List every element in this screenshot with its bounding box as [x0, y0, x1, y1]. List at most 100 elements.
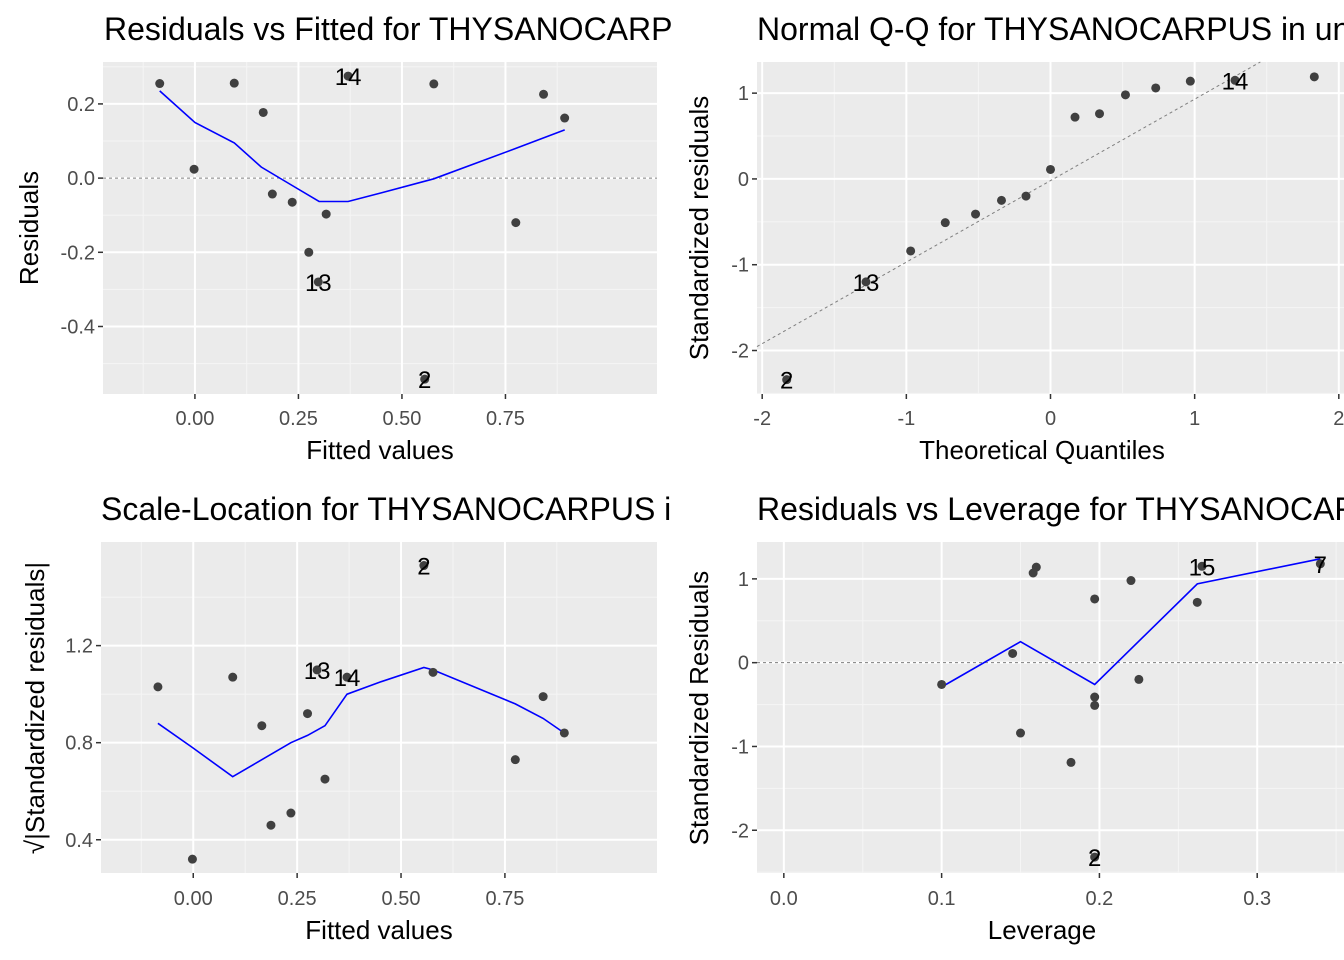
data-point [1309, 72, 1319, 82]
plot-area [757, 542, 1344, 873]
data-point [343, 71, 353, 81]
y-tick-label: -1 [731, 736, 749, 758]
data-point [287, 197, 297, 207]
normal-qq-panel: Normal Q-Q for THYSANOCARPUS in unburned… [684, 11, 1344, 465]
data-point [1066, 757, 1076, 767]
plot-area [103, 62, 657, 394]
y-tick-label: 0.4 [65, 830, 93, 852]
data-point [1070, 112, 1080, 122]
data-point [1021, 191, 1031, 201]
data-point [1134, 674, 1144, 684]
y-axis-title: Residuals [14, 171, 44, 285]
data-point [303, 709, 313, 719]
data-point [861, 277, 871, 287]
y-tick-label: -0.4 [61, 316, 95, 338]
x-axis-title: Fitted values [306, 435, 453, 465]
point-label: 2 [1088, 845, 1101, 872]
data-point [266, 820, 276, 830]
data-point [312, 665, 322, 675]
x-tick-label: 0.00 [175, 408, 214, 430]
data-point [1230, 75, 1240, 85]
data-point [258, 107, 268, 117]
x-tick-label: -1 [897, 408, 915, 430]
data-point [342, 672, 352, 682]
data-point [1016, 728, 1026, 738]
point-label: 2 [780, 368, 793, 395]
chart-title: Residuals vs Fitted for THYSANOCARPUS in… [104, 11, 895, 47]
y-tick-label: 1 [738, 83, 749, 105]
data-point [1046, 164, 1055, 174]
y-axis-title: Standardized Residuals [684, 571, 714, 846]
data-point [782, 375, 792, 385]
y-tick-label: 1.2 [65, 636, 93, 658]
data-point [1315, 559, 1325, 569]
y-tick-label: -2 [731, 341, 749, 363]
x-tick-label: 0.25 [278, 888, 317, 910]
y-tick-label: -0.2 [61, 242, 95, 264]
point-label: 14 [334, 665, 361, 692]
data-point [906, 246, 916, 256]
x-tick-label: 0.0 [770, 888, 798, 910]
point-label: 13 [304, 658, 331, 685]
data-point [539, 89, 549, 99]
loess-smooth-line [941, 558, 1321, 688]
data-point [153, 682, 163, 692]
loess-smooth-line [159, 90, 565, 203]
x-tick-label: 0.50 [382, 888, 421, 910]
data-point [1126, 576, 1136, 586]
residuals-vs-leverage-panel: Residuals vs Leverage for THYSANOCARPUS … [684, 491, 1344, 945]
y-tick-label: -2 [731, 820, 749, 842]
data-point [257, 721, 267, 731]
y-tick-label: 0.2 [67, 94, 95, 116]
x-tick-label: 0.3 [1243, 888, 1271, 910]
x-tick-label: 0 [1045, 408, 1056, 430]
chart-title: Scale-Location for THYSANOCARPUS in unbu… [101, 491, 833, 527]
data-point [267, 189, 277, 199]
data-point [996, 195, 1006, 205]
data-point [1095, 109, 1105, 119]
data-point [1090, 692, 1100, 702]
data-point [510, 755, 520, 765]
data-point [419, 561, 429, 571]
chart-title: Residuals vs Leverage for THYSANOCARPUS … [757, 491, 1344, 527]
data-point [940, 218, 950, 228]
y-tick-label: 0.0 [67, 168, 95, 190]
qq-reference-line [756, 61, 1261, 348]
plot-area [101, 542, 657, 873]
x-tick-label: 0.75 [486, 408, 525, 430]
x-tick-label: 1 [1189, 408, 1200, 430]
data-point [1090, 594, 1100, 604]
x-tick-label: -2 [753, 408, 771, 430]
data-point [511, 218, 521, 228]
y-tick-label: 0 [738, 653, 749, 675]
data-point [155, 79, 165, 89]
plot-area [756, 61, 1344, 394]
data-point [1151, 83, 1161, 93]
data-point [1008, 648, 1018, 658]
x-tick-label: 0.75 [485, 888, 524, 910]
x-tick-label: 0.1 [928, 888, 956, 910]
data-point [1185, 76, 1195, 86]
x-tick-label: 0.00 [174, 888, 213, 910]
data-point [321, 209, 331, 219]
y-tick-label: 1 [738, 569, 749, 591]
data-point [187, 854, 197, 864]
y-tick-label: 0.8 [65, 733, 93, 755]
data-point [1192, 597, 1202, 607]
x-axis-title: Theoretical Quantiles [919, 435, 1165, 465]
x-axis-title: Leverage [988, 915, 1096, 945]
scale-location-panel: Scale-Location for THYSANOCARPUS in unbu… [20, 491, 833, 945]
data-point [420, 374, 430, 384]
point-label: 15 [1189, 554, 1216, 581]
data-point [320, 774, 330, 784]
data-point [428, 667, 438, 677]
data-point [189, 164, 199, 174]
x-tick-label: 0.2 [1086, 888, 1114, 910]
data-point [228, 672, 238, 682]
point-label: 14 [1222, 68, 1249, 95]
data-point [313, 277, 323, 287]
loess-smooth-line [157, 666, 565, 778]
data-point [538, 692, 548, 702]
x-axis-title: Fitted values [305, 915, 452, 945]
